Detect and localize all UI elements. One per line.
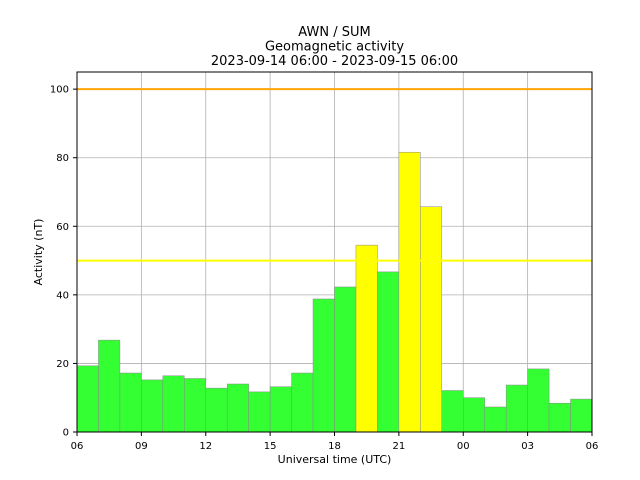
x-tick-label: 21 <box>393 441 406 452</box>
bar <box>334 286 357 433</box>
bar <box>312 298 335 433</box>
bars <box>76 151 593 433</box>
chart-title-line-3: 2023-09-14 06:00 - 2023-09-15 06:00 <box>211 54 458 69</box>
bar <box>141 379 164 433</box>
bar <box>441 390 464 433</box>
bar <box>226 383 249 433</box>
bar <box>570 398 593 433</box>
bar <box>248 391 271 433</box>
bar <box>548 402 571 433</box>
bar <box>377 271 400 433</box>
bar <box>505 384 528 433</box>
bar <box>463 397 485 433</box>
axis-ticks: 0 20 40 60 80 100 06 09 12 15 18 21 00 03 06 <box>50 85 598 452</box>
y-tick-label: 40 <box>56 290 69 301</box>
x-axis-label: Universal time (UTC) <box>278 453 392 466</box>
bar <box>269 386 292 433</box>
x-tick-label: 15 <box>264 441 277 452</box>
bar <box>527 368 550 433</box>
bar <box>398 151 421 433</box>
bar <box>119 372 142 433</box>
bar <box>98 339 121 433</box>
y-tick-label: 80 <box>56 153 69 164</box>
x-tick-label: 06 <box>71 441 84 452</box>
plot-frame <box>76 71 593 433</box>
chart-title-line-1: AWN / SUM <box>298 25 370 40</box>
y-tick-label: 60 <box>56 222 69 233</box>
y-axis-label: Activity (nT) <box>32 219 45 286</box>
y-tick-label: 20 <box>56 359 69 370</box>
bar <box>355 244 378 433</box>
bar <box>76 365 99 433</box>
bar <box>484 406 507 433</box>
bar <box>162 375 185 433</box>
y-tick-label: 0 <box>63 428 69 439</box>
x-tick-label: 09 <box>135 441 148 452</box>
bar <box>420 206 443 433</box>
bar <box>291 372 314 433</box>
x-tick-label: 00 <box>457 441 470 452</box>
chart-title-line-2: Geomagnetic activity <box>265 40 404 55</box>
x-tick-label: 12 <box>199 441 212 452</box>
x-tick-label: 03 <box>521 441 534 452</box>
x-tick-label: 18 <box>328 441 341 452</box>
x-tick-label: 06 <box>586 441 599 452</box>
bar <box>184 378 207 433</box>
bar <box>205 387 228 433</box>
threshold-lines <box>77 88 592 262</box>
y-tick-label: 100 <box>50 85 69 96</box>
